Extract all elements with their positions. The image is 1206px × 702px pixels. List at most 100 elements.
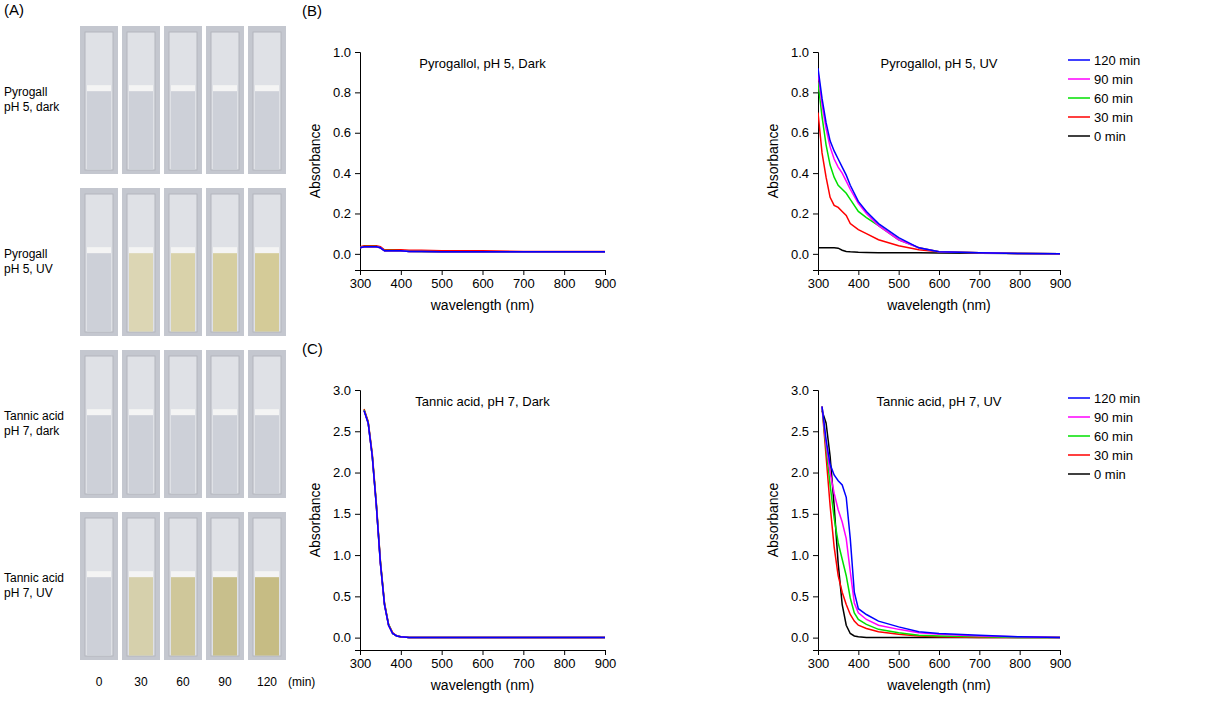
y-axis-line: [813, 391, 819, 651]
meniscus: [213, 571, 237, 577]
x-tick-mark: [939, 650, 940, 655]
y-axis-title: Absorbance: [765, 123, 781, 198]
x-tick-label: 700: [969, 276, 991, 291]
x-tick-mark: [939, 270, 940, 275]
row-label-line: Pyrogall: [4, 247, 47, 261]
cuvette-liquid: [171, 250, 195, 331]
cuvette-liquid: [171, 412, 195, 493]
cuvette-glass: [127, 32, 155, 170]
legend-swatch: [1068, 397, 1090, 399]
y-tick-mark: [355, 514, 360, 515]
y-tick-mark: [813, 514, 818, 515]
row-label-line: pH 7, dark: [4, 424, 60, 438]
x-axis: 300400500600700800900: [808, 270, 1072, 291]
spectrum-line: [364, 409, 605, 638]
cuvette-glass: [253, 32, 281, 170]
cuvette-liquid: [87, 88, 111, 169]
cuvette: [206, 512, 244, 660]
spectrum-line: [364, 411, 605, 638]
y-tick: 0.0: [333, 630, 360, 645]
row-label-line: Tannic acid: [4, 571, 64, 585]
spectrum-line: [360, 247, 605, 252]
cuvette-liquid: [255, 88, 279, 169]
y-tick-mark: [355, 254, 360, 255]
meniscus: [129, 247, 153, 253]
photo-background: [80, 188, 118, 336]
chart: 3004005006007008009000.00.20.40.60.81.0w…: [307, 45, 616, 313]
x-tick-mark: [483, 270, 484, 275]
x-tick: 500: [888, 270, 910, 291]
x-tick-label: 700: [513, 276, 535, 291]
y-tick: 1.0: [333, 45, 360, 60]
x-tick-label: 400: [848, 656, 870, 671]
panel-label: (B): [302, 2, 322, 19]
y-tick-mark: [813, 213, 818, 214]
meniscus: [171, 571, 195, 577]
chart-title: Pyrogallol, pH 5, Dark: [419, 56, 546, 71]
spectrum-line: [364, 411, 605, 638]
chart-title: Tannic acid, pH 7, UV: [876, 394, 1001, 409]
y-tick-mark: [355, 390, 360, 391]
y-axis: 0.00.20.40.60.81.0: [791, 45, 819, 271]
meniscus: [129, 85, 153, 91]
figure: (A)PyrogallpH 5, darkPyrogallpH 5, UVTan…: [0, 0, 1206, 702]
legend-label: 0 min: [1094, 467, 1126, 482]
spectrum-line: [818, 113, 1060, 254]
photo-background: [164, 188, 202, 336]
legend-label: 90 min: [1094, 72, 1133, 87]
y-tick-label: 1.5: [791, 506, 809, 521]
photo-background: [80, 350, 118, 498]
y-tick-label: 3.0: [791, 383, 809, 398]
x-tick: 800: [554, 270, 576, 291]
y-tick-mark: [355, 92, 360, 93]
y-tick-mark: [355, 638, 360, 639]
x-tick-label: 500: [888, 656, 910, 671]
x-tick: 700: [969, 270, 991, 291]
spectrum-line: [822, 407, 1060, 638]
plot-area: [360, 246, 605, 252]
legend-label: 120 min: [1094, 391, 1140, 406]
x-tick: 900: [595, 270, 617, 291]
y-axis-title: Absorbance: [307, 482, 323, 557]
x-tick-label: 400: [848, 276, 870, 291]
cuvette-glass: [169, 194, 197, 332]
spectrum-line: [818, 72, 1060, 254]
y-tick-label: 0.6: [791, 125, 809, 140]
cuvette: [164, 350, 202, 498]
y-tick-label: 0.0: [333, 630, 351, 645]
photo-background: [80, 512, 118, 660]
cuvette-liquid: [129, 574, 153, 655]
chart: 3004005006007008009000.00.51.01.52.02.53…: [307, 383, 616, 693]
y-axis-title: Absorbance: [307, 123, 323, 198]
meniscus: [87, 409, 111, 415]
meniscus: [171, 85, 195, 91]
cuvette: [122, 26, 160, 174]
meniscus: [129, 409, 153, 415]
y-tick: 0.5: [333, 589, 360, 604]
x-tick-label: 600: [929, 276, 951, 291]
row-label: Tannic acidpH 7, UV: [4, 571, 64, 600]
x-tick-mark: [858, 270, 859, 275]
time-unit: (min): [288, 675, 315, 689]
y-tick-label: 0.5: [791, 589, 809, 604]
y-tick-mark: [355, 555, 360, 556]
cuvette-glass: [211, 194, 239, 332]
spectrum-line: [822, 407, 1060, 638]
y-tick-mark: [813, 473, 818, 474]
x-tick-label: 300: [808, 656, 830, 671]
cuvette-glass: [85, 356, 113, 494]
x-tick-mark: [401, 270, 402, 275]
x-tick-label: 900: [595, 276, 617, 291]
legend-label: 90 min: [1094, 410, 1133, 425]
y-tick: 0.6: [333, 125, 360, 140]
x-tick: 400: [848, 270, 870, 291]
y-tick: 2.5: [791, 424, 818, 439]
cuvette-liquid: [255, 250, 279, 331]
panel-label: (C): [302, 340, 323, 357]
cuvette-glass: [127, 518, 155, 656]
x-tick-label: 900: [595, 656, 617, 671]
cuvette: [164, 512, 202, 660]
y-tick-mark: [813, 431, 818, 432]
photo-background: [206, 188, 244, 336]
cuvette-liquid: [213, 88, 237, 169]
